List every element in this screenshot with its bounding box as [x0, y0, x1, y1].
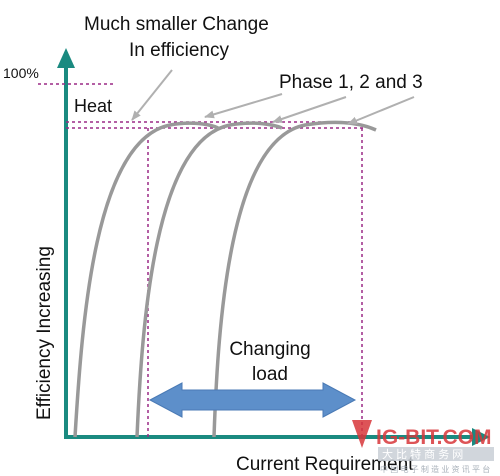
- pointer-arrow-phase-1: [204, 93, 283, 119]
- pointer-arrow-efficiency: [131, 69, 173, 121]
- x-axis-label: Current Requirement: [236, 454, 414, 475]
- top-note-line-2: In efficiency: [129, 40, 229, 61]
- phase-label: Phase 1, 2 and 3: [279, 72, 423, 93]
- heat-label: Heat: [74, 96, 112, 116]
- watermark-brand: IG-BIT.COM: [376, 426, 492, 449]
- phase-1-curve: [73, 121, 219, 438]
- y-tick-100: 100%: [3, 65, 39, 81]
- watermark-sub: 中 国 电 子 制 造 业 资 讯 平 台: [380, 464, 490, 474]
- x-axis-arrowhead-icon: [472, 428, 490, 446]
- phase-2-curve: [135, 121, 283, 438]
- changing-load-line-2: load: [252, 364, 288, 385]
- y-axis-label: Efficiency Increasing: [34, 246, 55, 420]
- y-axis-arrowhead-icon: [57, 48, 75, 68]
- watermark-tagline: 大 比 特 商 务 网: [382, 447, 463, 461]
- changing-load-arrow-icon: [148, 382, 357, 418]
- watermark-tagline-bg: [378, 447, 494, 461]
- watermark-logo-icon: [352, 420, 372, 448]
- watermark-logo: IG-BIT.COM 大 比 特 商 务 网 中 国 电 子 制 造 业 资 讯…: [352, 420, 494, 474]
- pointer-arrow-phase-2: [272, 96, 347, 123]
- phase-3-curve: [212, 120, 377, 438]
- pointer-arrow-phase-3: [347, 96, 415, 125]
- changing-load-line-1: Changing: [229, 339, 310, 360]
- top-note-line-1: Much smaller Change: [84, 14, 269, 35]
